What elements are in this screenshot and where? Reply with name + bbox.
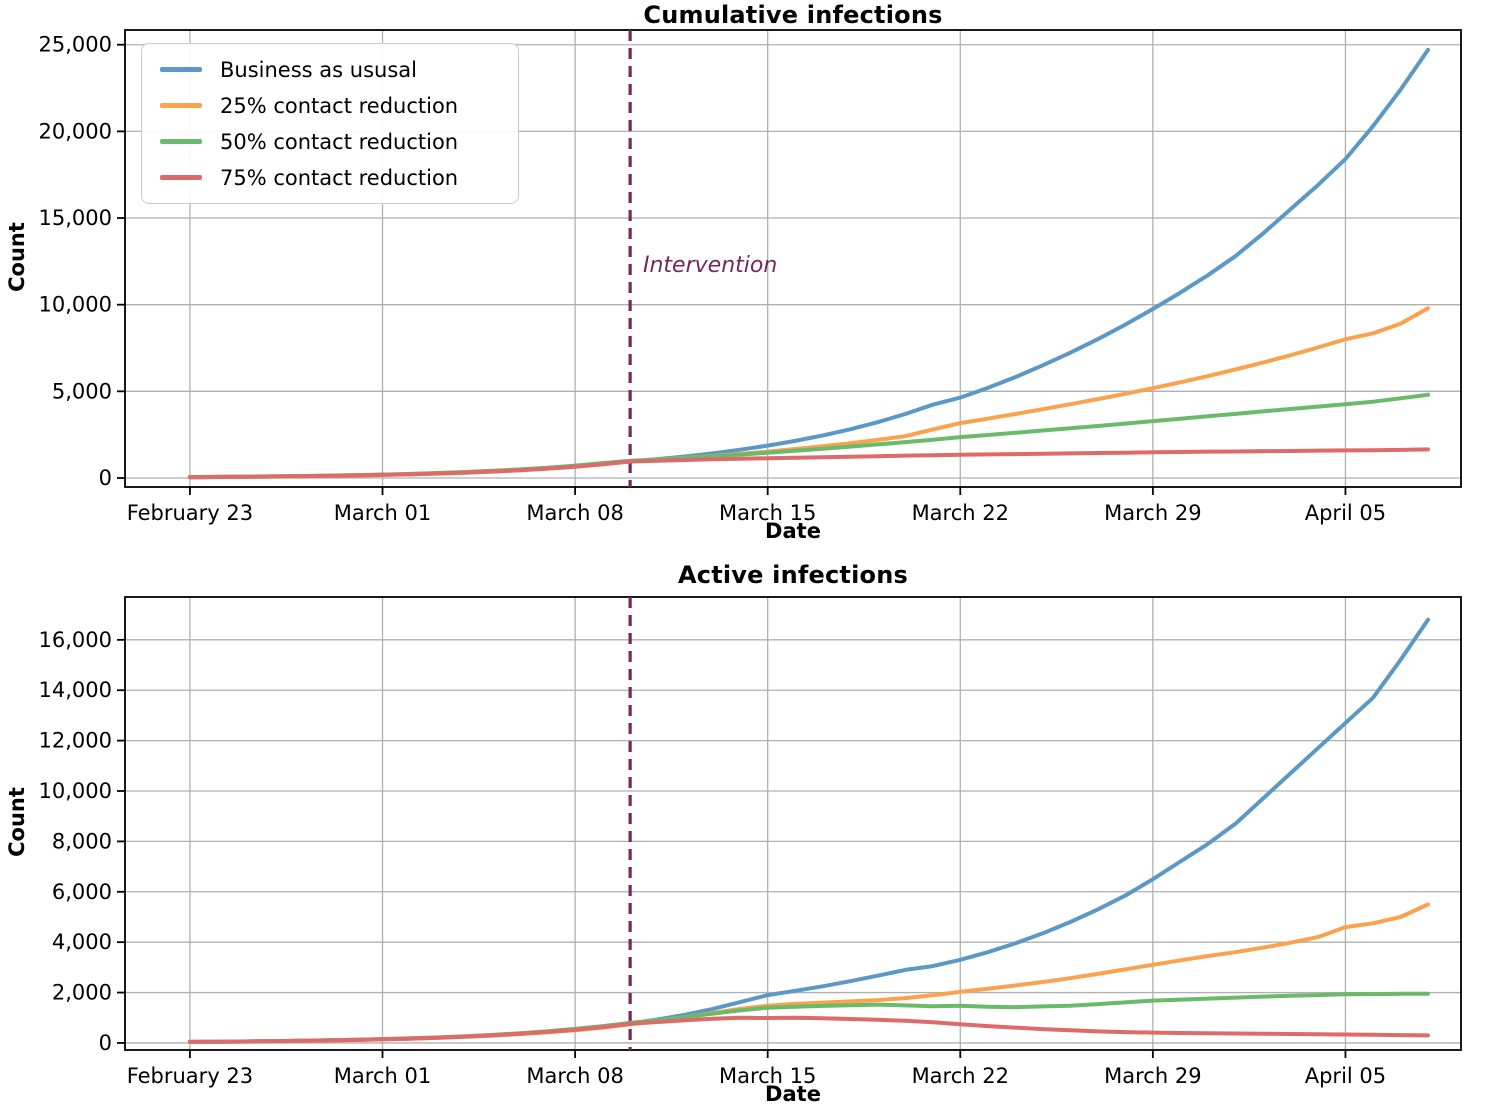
active-y-axis-label: Count — [5, 787, 29, 857]
y-tick-label: 20,000 — [39, 119, 112, 143]
x-tick-label: March 22 — [912, 1064, 1009, 1088]
series-line — [187, 617, 1430, 1044]
legend-label: 50% contact reduction — [220, 129, 459, 154]
y-tick-label: 4,000 — [52, 930, 112, 954]
legend-item-50-reduction: 50% contact reduction — [154, 127, 506, 156]
y-tick-label: 2,000 — [52, 981, 112, 1005]
series-line — [187, 447, 1430, 480]
x-tick-label: March 01 — [334, 1064, 431, 1088]
legend-line-swatch-green — [160, 139, 202, 144]
legend-line-swatch-orange — [160, 103, 202, 108]
y-tick-label: 10,000 — [39, 779, 112, 803]
legend-line-swatch-blue — [160, 67, 202, 72]
x-tick-label: February 23 — [127, 1064, 253, 1088]
plot-border — [124, 596, 1462, 1051]
legend-line-swatch-red — [160, 175, 202, 180]
y-tick-label: 8,000 — [52, 829, 112, 853]
series-line — [187, 902, 1430, 1044]
y-tick-label: 0 — [99, 466, 112, 490]
series-line — [187, 392, 1430, 479]
cumulative-chart-title: Cumulative infections — [643, 1, 943, 29]
x-tick-label: March 15 — [719, 501, 816, 525]
x-tick-label: March 29 — [1104, 1064, 1201, 1088]
plot-border — [124, 29, 1462, 488]
y-tick-label: 10,000 — [39, 293, 112, 317]
x-tick-label: March 22 — [912, 501, 1009, 525]
cumulative-x-axis-label: Date — [765, 519, 821, 543]
legend-item-25-reduction: 25% contact reduction — [154, 91, 506, 120]
active-chart-title: Active infections — [678, 561, 908, 589]
x-tick-label: February 23 — [127, 501, 253, 525]
intervention-annotation: Intervention — [643, 253, 778, 278]
x-tick-label: April 05 — [1305, 501, 1386, 525]
y-tick-label: 15,000 — [39, 206, 112, 230]
cumulative-y-axis-label: Count — [5, 222, 29, 292]
y-tick-label: 16,000 — [39, 628, 112, 652]
x-tick-label: March 08 — [526, 501, 623, 525]
y-tick-label: 5,000 — [52, 379, 112, 403]
x-tick-label: March 15 — [719, 1064, 816, 1088]
x-tick-label: March 08 — [526, 1064, 623, 1088]
x-tick-label: April 05 — [1305, 1064, 1386, 1088]
legend-item-business-as-usual: Business as ususal — [154, 55, 506, 84]
y-tick-label: 25,000 — [39, 33, 112, 57]
series-line — [187, 1015, 1430, 1044]
x-tick-label: March 01 — [334, 501, 431, 525]
active-x-axis-label: Date — [765, 1082, 821, 1106]
legend: Business as ususal 25% contact reduction… — [141, 43, 519, 204]
legend-label: Business as ususal — [220, 57, 417, 82]
y-tick-label: 6,000 — [52, 880, 112, 904]
legend-label: 25% contact reduction — [220, 93, 459, 118]
legend-item-75-reduction: 75% contact reduction — [154, 163, 506, 192]
y-tick-label: 14,000 — [39, 678, 112, 702]
y-tick-label: 0 — [99, 1031, 112, 1055]
x-tick-label: March 29 — [1104, 501, 1201, 525]
legend-label: 75% contact reduction — [220, 165, 459, 190]
y-tick-label: 12,000 — [39, 729, 112, 753]
